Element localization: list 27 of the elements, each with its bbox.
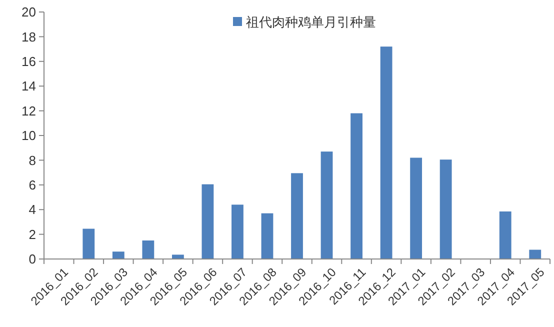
y-tick-label: 6: [28, 177, 36, 192]
bar: [350, 113, 362, 259]
y-tick-label: 0: [28, 252, 36, 267]
y-tick-label: 2: [28, 226, 36, 242]
bar: [529, 250, 542, 259]
bar: [142, 240, 154, 259]
bar: [380, 46, 392, 259]
bar: [320, 152, 333, 259]
bar: [440, 160, 452, 259]
bar: [261, 213, 274, 259]
y-tick-label: 8: [28, 152, 36, 168]
y-tick-label: 14: [22, 78, 36, 94]
bar: [112, 252, 124, 259]
bar: [202, 184, 214, 259]
bar: [172, 254, 184, 259]
bar: [82, 228, 95, 259]
y-tick-label: 4: [28, 202, 36, 218]
y-tick-label: 18: [22, 29, 36, 44]
bar: [291, 173, 303, 259]
bar: [499, 211, 512, 259]
bar: [232, 204, 244, 259]
bar: [410, 158, 422, 259]
y-tick-label: 12: [22, 103, 36, 118]
y-tick-label: 16: [22, 54, 36, 69]
y-tick-label: 20: [22, 4, 36, 20]
legend-label: 祖代肉种鸡单月引种量: [246, 14, 376, 30]
y-tick-label: 10: [22, 128, 36, 144]
